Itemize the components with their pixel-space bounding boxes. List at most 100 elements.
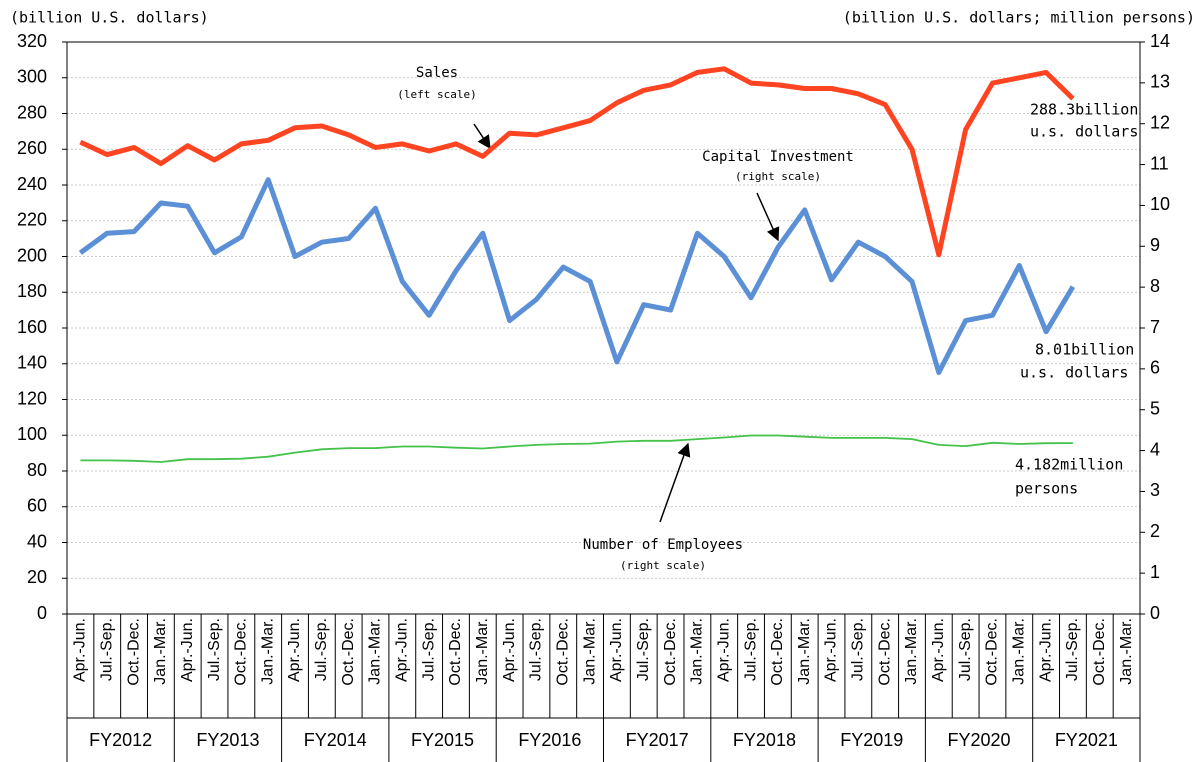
y2-tick-label: 6 bbox=[1150, 358, 1160, 378]
annotation: (right scale) bbox=[620, 559, 706, 572]
x-tick-label: Jan.-Mar. bbox=[1118, 618, 1135, 685]
x-tick-label: Jan.-Mar. bbox=[259, 618, 276, 685]
annotation: 8.01billion bbox=[1035, 341, 1134, 359]
y-tick-label: 120 bbox=[17, 388, 47, 408]
x-tick-label: Oct.-Dec. bbox=[876, 618, 893, 686]
x-tick-label: Jan.-Mar. bbox=[474, 618, 491, 685]
x-tick-label: Apr.-Jun. bbox=[72, 618, 89, 682]
x-tick-label: Jan.-Mar. bbox=[367, 618, 384, 685]
sales-arrow bbox=[473, 123, 491, 150]
annotation: (right scale) bbox=[735, 170, 821, 183]
y2-tick-label: 11 bbox=[1150, 153, 1169, 173]
x-tick-label: Apr.-Jun. bbox=[608, 618, 625, 682]
y-tick-label: 20 bbox=[27, 567, 47, 587]
x-tick-label: Jul.-Sep. bbox=[206, 618, 223, 681]
y-tick-label: 140 bbox=[17, 353, 47, 373]
y-tick-label: 80 bbox=[27, 460, 47, 480]
annotation: u.s. dollars bbox=[1020, 364, 1128, 382]
y2-tick-label: 13 bbox=[1150, 72, 1170, 92]
fiscal-year-label: FY2014 bbox=[304, 730, 367, 750]
y-tick-label: 40 bbox=[27, 531, 47, 551]
series-line bbox=[80, 434, 1073, 463]
y2-tick-label: 12 bbox=[1150, 112, 1170, 132]
right-axis-unit: (billion U.S. dollars; million persons) bbox=[843, 9, 1195, 27]
y-tick-label: 60 bbox=[27, 496, 47, 516]
x-tick-label: Oct.-Dec. bbox=[769, 618, 786, 686]
x-tick-label: Oct.-Dec. bbox=[984, 618, 1001, 686]
y2-tick-label: 7 bbox=[1150, 317, 1160, 337]
y-tick-label: 200 bbox=[17, 245, 47, 265]
y-tick-label: 160 bbox=[17, 317, 47, 337]
fiscal-year-label: FY2015 bbox=[411, 730, 474, 750]
series-line bbox=[78, 177, 1076, 375]
annotation: u.s. dollars bbox=[1030, 123, 1138, 141]
series-name: Sales bbox=[416, 65, 458, 81]
y2-tick-label: 10 bbox=[1150, 194, 1170, 214]
x-tick-label: Jul.-Sep. bbox=[742, 618, 759, 681]
x-tick-label: Oct.-Dec. bbox=[340, 618, 357, 686]
employees-arrow bbox=[659, 442, 691, 523]
x-tick-label: Oct.-Dec. bbox=[662, 618, 679, 686]
capex-arrow bbox=[756, 192, 780, 242]
fiscal-year-label: FY2018 bbox=[733, 730, 796, 750]
annotation: (left scale) bbox=[397, 88, 476, 101]
x-tick-label: Oct.-Dec. bbox=[233, 618, 250, 686]
x-tick-label: Apr.-Jun. bbox=[501, 618, 518, 682]
fiscal-year-label: FY2021 bbox=[1055, 730, 1118, 750]
series-name: Number of Employees bbox=[583, 537, 743, 553]
x-tick-label: Jul.-Sep. bbox=[850, 618, 867, 681]
y2-tick-label: 2 bbox=[1150, 521, 1160, 541]
x-tick-label: Oct.-Dec. bbox=[447, 618, 464, 686]
x-tick-label: Apr.-Jun. bbox=[715, 618, 732, 682]
x-tick-label: Jan.-Mar. bbox=[689, 618, 706, 685]
y2-tick-label: 4 bbox=[1150, 439, 1160, 459]
y2-tick-label: 5 bbox=[1150, 398, 1160, 418]
x-tick-label: Apr.-Jun. bbox=[823, 618, 840, 682]
fiscal-year-label: FY2013 bbox=[196, 730, 259, 750]
x-tick-label: Jul.-Sep. bbox=[420, 618, 437, 681]
x-tick-label: Jul.-Sep. bbox=[528, 618, 545, 681]
y-tick-label: 180 bbox=[17, 281, 47, 301]
y-tick-label: 220 bbox=[17, 210, 47, 230]
x-tick-label: Apr.-Jun. bbox=[179, 618, 196, 682]
fiscal-year-label: FY2020 bbox=[948, 730, 1011, 750]
x-tick-label: Jan.-Mar. bbox=[152, 618, 169, 685]
series-name: Capital Investment bbox=[702, 149, 854, 165]
series-line bbox=[79, 66, 1075, 258]
x-tick-label: Jul.-Sep. bbox=[957, 618, 974, 681]
y-tick-label: 280 bbox=[17, 102, 47, 122]
y2-tick-label: 8 bbox=[1150, 276, 1160, 296]
x-tick-label: Apr.-Jun. bbox=[930, 618, 947, 682]
x-tick-label: Jan.-Mar. bbox=[796, 618, 813, 685]
y-tick-label: 300 bbox=[17, 67, 47, 87]
y2-tick-label: 1 bbox=[1150, 562, 1160, 582]
x-tick-label: Jan.-Mar. bbox=[903, 618, 920, 685]
annotation: 288.3billion bbox=[1030, 101, 1138, 119]
y-tick-label: 240 bbox=[17, 174, 47, 194]
fiscal-year-label: FY2019 bbox=[840, 730, 903, 750]
annotation: persons bbox=[1015, 480, 1078, 498]
y-tick-label: 0 bbox=[37, 603, 47, 623]
x-tick-label: Jul.-Sep. bbox=[635, 618, 652, 681]
x-tick-label: Oct.-Dec. bbox=[1091, 618, 1108, 686]
x-tick-label: Oct.-Dec. bbox=[554, 618, 571, 686]
x-tick-label: Jan.-Mar. bbox=[1011, 618, 1028, 685]
x-tick-label: Apr.-Jun. bbox=[1037, 618, 1054, 682]
y2-tick-label: 9 bbox=[1150, 235, 1160, 255]
y2-tick-label: 14 bbox=[1150, 31, 1170, 51]
x-tick-label: Apr.-Jun. bbox=[286, 618, 303, 682]
y2-tick-label: 3 bbox=[1150, 480, 1160, 500]
annotation: 4.182million bbox=[1015, 456, 1123, 474]
left-axis-unit: (billion U.S. dollars) bbox=[10, 9, 209, 27]
x-tick-label: Oct.-Dec. bbox=[125, 618, 142, 686]
y-tick-label: 260 bbox=[17, 138, 47, 158]
x-tick-label: Jul.-Sep. bbox=[1064, 618, 1081, 681]
y2-tick-label: 0 bbox=[1150, 603, 1160, 623]
y-tick-label: 100 bbox=[17, 424, 47, 444]
fiscal-year-label: FY2017 bbox=[626, 730, 689, 750]
x-tick-label: Apr.-Jun. bbox=[394, 618, 411, 682]
fiscal-year-label: FY2016 bbox=[518, 730, 581, 750]
x-tick-label: Jan.-Mar. bbox=[581, 618, 598, 685]
y-tick-label: 320 bbox=[17, 31, 47, 51]
